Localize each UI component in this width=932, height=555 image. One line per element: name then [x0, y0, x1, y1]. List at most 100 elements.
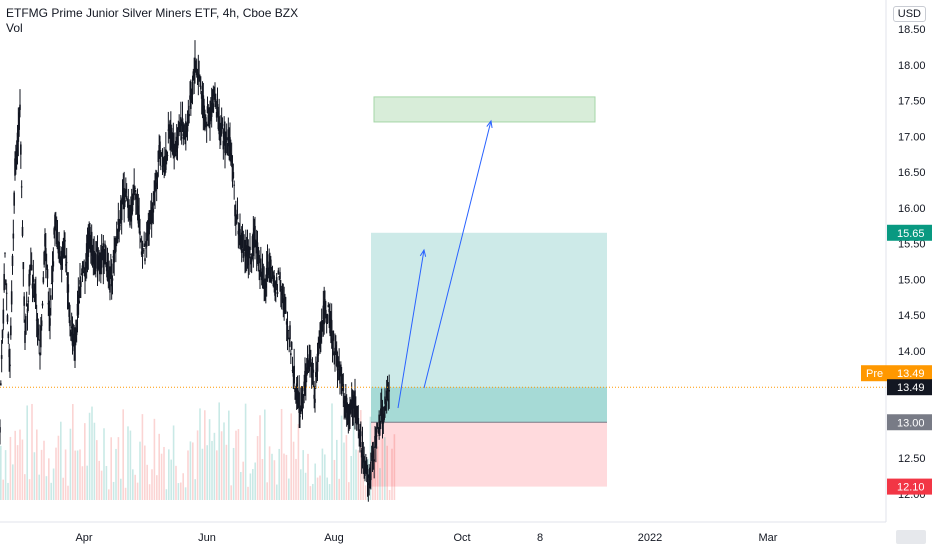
volume-bar: [151, 469, 153, 500]
arrow-long: [423, 120, 492, 389]
candle-body: [185, 121, 187, 138]
volume-bar: [124, 487, 127, 500]
arrow-short: [397, 249, 425, 409]
candle-body: [149, 211, 151, 216]
volume-bar: [324, 454, 326, 500]
candle-body: [11, 255, 14, 266]
volume-bar: [374, 448, 376, 500]
volume-bar: [182, 473, 184, 500]
candle-body: [56, 232, 59, 250]
candle-body: [272, 283, 275, 287]
volume-bar: [24, 474, 26, 500]
candle-body: [196, 75, 199, 78]
candle-body: [376, 427, 379, 429]
price-tick-label: 15.50: [898, 239, 926, 251]
candle-body: [286, 325, 289, 337]
axis-settings-button[interactable]: [896, 530, 926, 544]
volume-bar: [93, 422, 96, 500]
candle-body: [144, 258, 146, 262]
currency-button[interactable]: USD: [892, 6, 926, 22]
candle-body: [260, 258, 262, 276]
candle-body: [323, 301, 325, 325]
candle-body: [195, 67, 197, 71]
candle-body: [50, 295, 52, 300]
candle-body: [342, 383, 345, 392]
candle-body: [216, 104, 219, 116]
volume-bar: [213, 432, 216, 500]
volume-bar: [276, 484, 278, 500]
candle-body: [163, 157, 165, 167]
candle-body: [309, 352, 311, 363]
candle-body: [110, 263, 113, 287]
candle-body: [21, 226, 24, 236]
candle-body: [351, 400, 354, 416]
candle-body: [320, 328, 322, 342]
candle-body: [81, 265, 84, 273]
stop-price-tag-bg: [887, 478, 932, 495]
volume-bar: [57, 435, 60, 500]
volume-bar: [300, 469, 302, 500]
candle-body: [191, 81, 194, 95]
candle-body: [47, 302, 50, 305]
candle-body: [224, 137, 226, 153]
candle-body: [32, 277, 35, 282]
candle-body: [62, 255, 65, 258]
candle-body: [77, 294, 80, 315]
candle-body: [24, 330, 26, 343]
candle-body: [315, 372, 317, 378]
candle-body: [55, 229, 58, 245]
volume-bar: [379, 468, 381, 500]
candle-body: [334, 347, 336, 355]
volume-bar: [115, 448, 117, 500]
candle-body: [180, 117, 182, 127]
volume-bar: [184, 487, 187, 500]
candle-body: [222, 140, 225, 150]
candle-body: [120, 203, 123, 221]
volume-bar: [153, 418, 156, 500]
candle-body: [383, 415, 385, 420]
candle-body: [379, 427, 381, 429]
candle-body: [373, 459, 375, 462]
candle-body: [102, 243, 105, 268]
candle-body: [350, 399, 353, 410]
candle-body: [239, 229, 241, 237]
candle-body: [370, 461, 372, 481]
volume-bar: [165, 489, 168, 500]
candle-body: [290, 341, 293, 350]
candle-body: [225, 140, 227, 142]
candle-body: [45, 264, 48, 268]
volume-bar: [144, 445, 146, 500]
candle-body: [0, 355, 3, 359]
candle-body: [35, 319, 38, 321]
candle-body: [103, 249, 105, 264]
candle-body: [28, 274, 30, 287]
candle-body: [365, 459, 368, 475]
volume-bar: [345, 435, 348, 500]
candle-body: [85, 261, 87, 269]
candle-body: [4, 252, 6, 254]
volume-bar: [336, 439, 338, 500]
candle-body: [327, 305, 330, 308]
volume-bar: [228, 410, 230, 500]
volume-bar: [163, 446, 165, 500]
candle-body: [346, 404, 349, 408]
candle-body: [187, 114, 190, 124]
volume-bar: [168, 449, 170, 500]
volume-bar: [285, 454, 288, 500]
candle-body: [10, 291, 13, 305]
candle-body: [42, 277, 45, 283]
candle-body: [44, 234, 46, 247]
volume-bar: [244, 403, 247, 500]
candle-body: [101, 250, 104, 252]
volume-bar: [230, 485, 232, 500]
candle-body: [202, 95, 205, 117]
candle-body: [156, 173, 159, 179]
candle-body: [355, 409, 358, 425]
arrows: [397, 119, 493, 409]
candle-body: [236, 213, 239, 220]
candle-body: [177, 127, 180, 129]
candle-body: [292, 367, 295, 377]
candle-body: [80, 281, 82, 287]
